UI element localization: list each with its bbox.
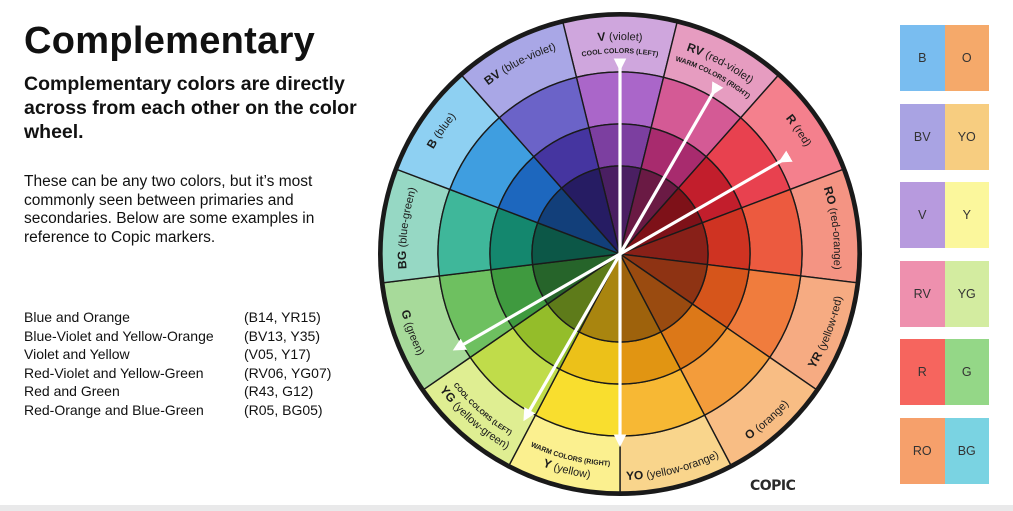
swatch-right: YO	[944, 103, 989, 170]
example-codes: (R43, G12)	[244, 383, 314, 399]
examples-list: Blue and Orange (B14, YR15) Blue-Violet an…	[24, 308, 354, 419]
swatch-right: Y	[944, 182, 989, 248]
wheel-label-v: V (violet)	[597, 29, 643, 44]
copic-logo: COPIC	[750, 478, 796, 494]
example-codes: (R05, BG05)	[244, 401, 323, 418]
example-codes: (RV06, YG07)	[244, 364, 332, 381]
example-row: Blue and Orange (B14, YR15)	[24, 308, 354, 327]
example-row: Red-Orange and Blue-Green (R05, BG05)	[24, 401, 354, 420]
subtitle: Complementary colors are directly across…	[24, 73, 357, 143]
example-codes: (V05, Y17)	[244, 346, 311, 362]
swatch-left: RO	[900, 417, 945, 484]
swatch-left: B	[900, 25, 945, 91]
bottom-bar	[0, 505, 1013, 511]
swatch-pair: RV YG	[900, 260, 989, 327]
page-title: Complementary	[24, 20, 316, 62]
swatch-right: O	[944, 25, 989, 91]
example-name: Red and Green	[24, 383, 120, 399]
swatch-left: V	[900, 182, 945, 248]
example-name: Blue and Orange	[24, 309, 130, 325]
body-text: These can be any two colors, but it’s mo…	[24, 173, 315, 246]
wheel-sublabel: COOL COLORS (LEFT)	[581, 48, 659, 59]
example-name: Red-Orange and Blue-Green	[24, 401, 204, 418]
swatch-left: BV	[900, 103, 945, 170]
example-row: Red and Green (R43, G12)	[24, 382, 354, 401]
swatch-left: R	[900, 339, 945, 405]
swatch-right: G	[944, 339, 989, 405]
swatch-right: YG	[944, 260, 989, 327]
example-row: Red-Violet and Yellow-Green (RV06, YG07)	[24, 364, 354, 383]
example-codes: (BV13, Y35)	[244, 327, 321, 344]
swatch-pairs: B O BV YO V Y RV YG R G RO BG	[900, 25, 989, 496]
swatch-right: BG	[944, 417, 989, 484]
swatch-pair: RO BG	[900, 417, 989, 484]
example-name: Red-Violet and Yellow-Green	[24, 364, 204, 381]
complement-arrow	[452, 150, 793, 351]
example-row: Violet and Yellow (V05, Y17)	[24, 345, 354, 364]
example-row: Blue-Violet and Yellow-Orange (BV13, Y35)	[24, 327, 354, 346]
swatch-left: RV	[900, 260, 945, 327]
swatch-pair: BV YO	[900, 103, 989, 170]
example-name: Violet and Yellow	[24, 346, 130, 362]
example-codes: (B14, YR15)	[244, 309, 321, 325]
example-name: Blue-Violet and Yellow-Orange	[24, 327, 214, 344]
